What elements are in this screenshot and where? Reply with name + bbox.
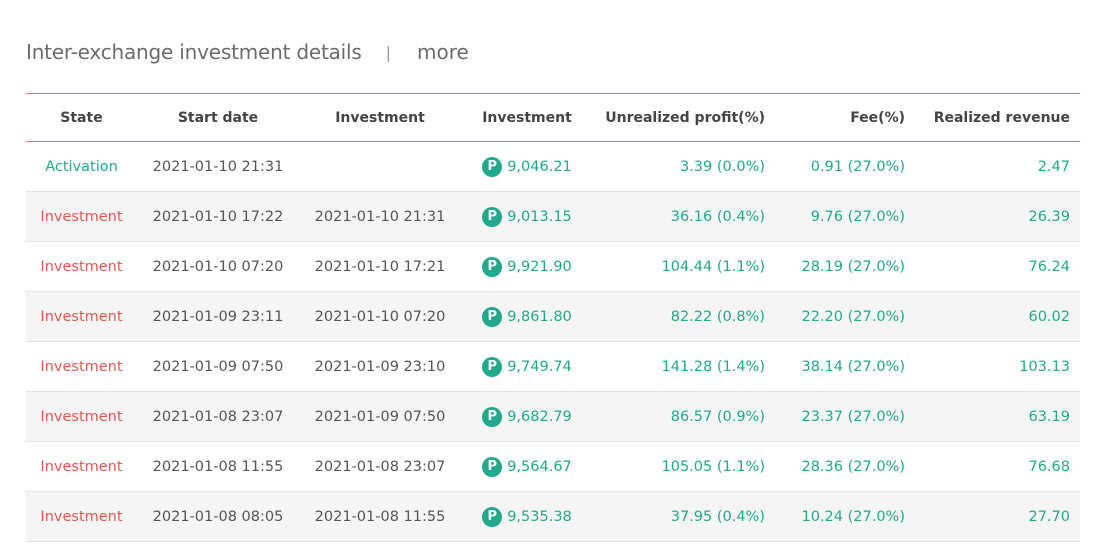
coin-icon: P xyxy=(482,256,503,277)
cell-state: Investment xyxy=(26,191,137,242)
cell-unrealized-profit: 104.44 (1.1%) xyxy=(593,241,775,292)
cell-realized-revenue: 26.39 xyxy=(915,191,1080,242)
col-header-end-date: Investment xyxy=(299,94,461,142)
cell-unrealized-profit: 105.05 (1.1%) xyxy=(593,441,775,492)
cell-investment-amount: P 9,921.90 xyxy=(461,241,593,292)
table-row: Investment 2021-01-08 23:07 2021-01-09 0… xyxy=(26,391,1080,442)
cell-fee: 38.14 (27.0%) xyxy=(775,341,915,392)
cell-end-date: 2021-01-10 17:21 xyxy=(299,241,461,292)
investment-amount-value: 9,921.90 xyxy=(507,258,572,275)
cell-fee: 23.37 (27.0%) xyxy=(775,391,915,442)
coin-icon: P xyxy=(482,206,503,227)
cell-state: Investment xyxy=(26,241,137,292)
cell-start-date: 2021-01-09 23:11 xyxy=(137,291,299,342)
page-header: Inter-exchange investment details | more xyxy=(26,36,469,68)
cell-fee: 0.91 (27.0%) xyxy=(775,141,915,192)
col-header-realized-revenue: Realized revenue xyxy=(915,94,1080,142)
cell-realized-revenue: 63.19 xyxy=(915,391,1080,442)
cell-unrealized-profit: 36.16 (0.4%) xyxy=(593,191,775,242)
col-header-unrealized-profit: Unrealized profit(%) xyxy=(593,94,775,142)
cell-end-date: 2021-01-10 07:20 xyxy=(299,291,461,342)
cell-realized-revenue: 76.24 xyxy=(915,241,1080,292)
cell-end-date: 2021-01-08 11:55 xyxy=(299,491,461,542)
cell-fee: 9.76 (27.0%) xyxy=(775,191,915,242)
cell-start-date: 2021-01-08 08:05 xyxy=(137,491,299,542)
cell-realized-revenue: 76.68 xyxy=(915,441,1080,492)
investment-amount-value: 9,682.79 xyxy=(507,408,572,425)
cell-unrealized-profit: 37.95 (0.4%) xyxy=(593,491,775,542)
cell-state: Investment xyxy=(26,391,137,442)
cell-investment-amount: P 9,535.38 xyxy=(461,491,593,542)
cell-state: Investment xyxy=(26,491,137,542)
coin-icon: P xyxy=(482,356,503,377)
cell-unrealized-profit: 82.22 (0.8%) xyxy=(593,291,775,342)
table-row: Activation 2021-01-10 21:31 P 9,046.21 3.… xyxy=(26,141,1080,192)
cell-end-date: 2021-01-09 23:10 xyxy=(299,341,461,392)
cell-end-date xyxy=(299,141,461,192)
cell-end-date: 2021-01-09 07:50 xyxy=(299,391,461,442)
cell-state: Investment xyxy=(26,291,137,342)
col-header-fee: Fee(%) xyxy=(775,94,915,142)
investment-amount-value: 9,564.67 xyxy=(507,458,572,475)
cell-start-date: 2021-01-08 11:55 xyxy=(137,441,299,492)
investment-amount-value: 9,535.38 xyxy=(507,508,572,525)
investment-amount-value: 9,861.80 xyxy=(507,308,572,325)
page-title: Inter-exchange investment details xyxy=(26,40,362,64)
coin-icon: P xyxy=(482,506,503,527)
table-row: Investment 2021-01-08 08:05 2021-01-08 1… xyxy=(26,491,1080,542)
cell-unrealized-profit: 3.39 (0.0%) xyxy=(593,141,775,192)
table-row: Investment 2021-01-10 17:22 2021-01-10 2… xyxy=(26,191,1080,242)
col-header-state: State xyxy=(26,94,137,142)
cell-investment-amount: P 9,749.74 xyxy=(461,341,593,392)
cell-fee: 28.36 (27.0%) xyxy=(775,441,915,492)
cell-realized-revenue: 60.02 xyxy=(915,291,1080,342)
cell-state: Investment xyxy=(26,441,137,492)
cell-fee: 10.24 (27.0%) xyxy=(775,491,915,542)
cell-investment-amount: P 9,046.21 xyxy=(461,141,593,192)
col-header-start-date: Start date xyxy=(137,94,299,142)
investment-amount-value: 9,749.74 xyxy=(507,358,572,375)
cell-realized-revenue: 2.47 xyxy=(915,141,1080,192)
investment-amount-value: 9,046.21 xyxy=(507,158,572,175)
cell-investment-amount: P 9,861.80 xyxy=(461,291,593,342)
cell-investment-amount: P 9,013.15 xyxy=(461,191,593,242)
cell-start-date: 2021-01-09 07:50 xyxy=(137,341,299,392)
cell-investment-amount: P 9,564.67 xyxy=(461,441,593,492)
table-row: Investment 2021-01-09 07:50 2021-01-09 2… xyxy=(26,341,1080,392)
cell-start-date: 2021-01-08 23:07 xyxy=(137,391,299,442)
cell-start-date: 2021-01-10 21:31 xyxy=(137,141,299,192)
cell-end-date: 2021-01-10 21:31 xyxy=(299,191,461,242)
investment-amount-value: 9,013.15 xyxy=(507,208,572,225)
cell-state: Investment xyxy=(26,341,137,392)
table-body: Activation 2021-01-10 21:31 P 9,046.21 3.… xyxy=(26,141,1080,542)
more-link[interactable]: more xyxy=(417,40,469,64)
cell-unrealized-profit: 141.28 (1.4%) xyxy=(593,341,775,392)
coin-icon: P xyxy=(482,406,503,427)
table-header-row: State Start date Investment Investment U… xyxy=(26,94,1080,142)
cell-fee: 28.19 (27.0%) xyxy=(775,241,915,292)
table-row: Investment 2021-01-08 11:55 2021-01-08 2… xyxy=(26,441,1080,492)
cell-unrealized-profit: 86.57 (0.9%) xyxy=(593,391,775,442)
table-row: Investment 2021-01-10 07:20 2021-01-10 1… xyxy=(26,241,1080,292)
header-separator: | xyxy=(385,42,391,62)
cell-start-date: 2021-01-10 07:20 xyxy=(137,241,299,292)
cell-realized-revenue: 103.13 xyxy=(915,341,1080,392)
cell-start-date: 2021-01-10 17:22 xyxy=(137,191,299,242)
col-header-investment-amount: Investment xyxy=(461,94,593,142)
coin-icon: P xyxy=(482,306,503,327)
cell-investment-amount: P 9,682.79 xyxy=(461,391,593,442)
table-row: Investment 2021-01-09 23:11 2021-01-10 0… xyxy=(26,291,1080,342)
cell-state: Activation xyxy=(26,141,137,192)
coin-icon: P xyxy=(482,456,503,477)
cell-end-date: 2021-01-08 23:07 xyxy=(299,441,461,492)
cell-realized-revenue: 27.70 xyxy=(915,491,1080,542)
coin-icon: P xyxy=(482,156,503,177)
investment-table: State Start date Investment Investment U… xyxy=(26,93,1080,542)
cell-fee: 22.20 (27.0%) xyxy=(775,291,915,342)
